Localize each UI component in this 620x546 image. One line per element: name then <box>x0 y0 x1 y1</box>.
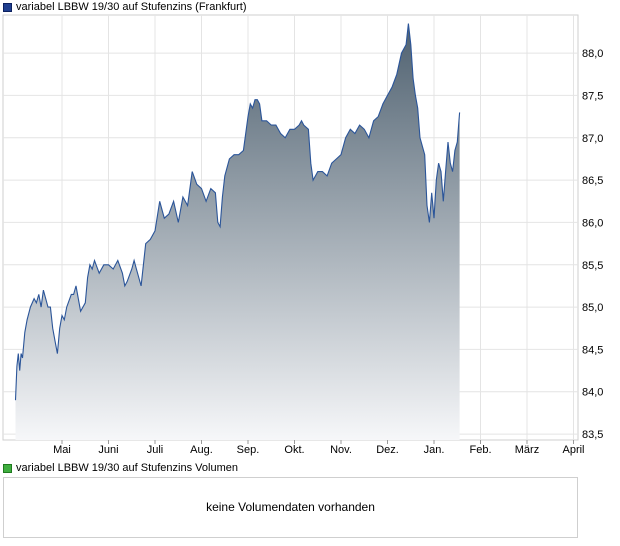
y-tick-label: 84,5 <box>582 344 603 356</box>
x-tick-label: Okt. <box>284 444 304 456</box>
x-tick-label: März <box>515 444 539 456</box>
y-tick-label: 86,5 <box>582 175 603 187</box>
y-tick-label: 84,0 <box>582 387 603 399</box>
price-area-fill <box>15 23 460 440</box>
x-tick-label: Dez. <box>376 444 399 456</box>
y-tick-label: 87,5 <box>582 90 603 102</box>
y-tick-label: 83,5 <box>582 429 603 441</box>
volume-chart-title: variabel LBBW 19/30 auf Stufenzins Volum… <box>16 462 238 474</box>
x-tick-label: Juni <box>98 444 118 456</box>
volume-chart-panel: keine Volumendaten vorhanden <box>3 477 578 538</box>
price-legend-swatch <box>3 2 12 12</box>
y-tick-label: 85,5 <box>582 260 603 272</box>
x-tick-label: Aug. <box>190 444 213 456</box>
price-chart-title: variabel LBBW 19/30 auf Stufenzins (Fran… <box>16 1 247 13</box>
x-tick-label: Feb. <box>469 444 491 456</box>
x-tick-label: Juli <box>147 444 164 456</box>
y-tick-label: 88,0 <box>582 48 603 60</box>
x-tick-label: Mai <box>53 444 71 456</box>
volume-legend-swatch <box>3 463 12 473</box>
volume-chart-legend: variabel LBBW 19/30 auf Stufenzins Volum… <box>3 461 238 475</box>
price-series-line <box>14 23 461 401</box>
x-tick-label: Nov. <box>330 444 352 456</box>
price-chart-legend: variabel LBBW 19/30 auf Stufenzins (Fran… <box>3 0 247 14</box>
y-tick-label: 87,0 <box>582 133 603 145</box>
price-chart: 88,0 87,5 87,0 86,5 86,0 85,5 85,0 84,5 84,0 83,5… <box>2 14 603 456</box>
y-tick-label: 85,0 <box>582 302 603 314</box>
x-tick-label: April <box>562 444 584 456</box>
y-tick-label: 86,0 <box>582 217 603 229</box>
y-axis-ticks: 88,0 87,5 87,0 86,5 86,0 85,5 85,0 84,5 84,0 83,5 <box>582 48 603 441</box>
x-axis-ticks: Mai Juni Juli Aug. Sep. Okt. Nov. Dez. Jan. Feb. M… <box>53 440 585 456</box>
no-volume-message: keine Volumendaten vorhanden <box>206 500 375 514</box>
x-tick-label: Sep. <box>237 444 260 456</box>
x-tick-label: Jan. <box>424 444 445 456</box>
